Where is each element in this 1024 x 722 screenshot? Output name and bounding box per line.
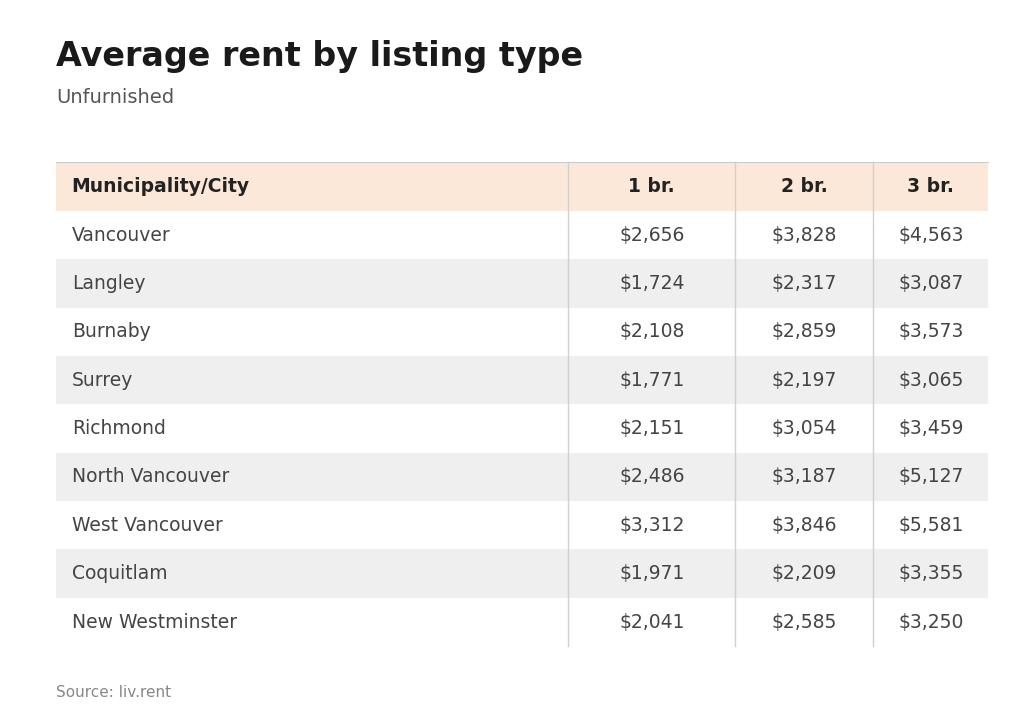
- Text: Richmond: Richmond: [72, 419, 166, 438]
- Text: $3,846: $3,846: [772, 516, 837, 535]
- Text: $2,486: $2,486: [620, 467, 684, 487]
- Text: $3,828: $3,828: [772, 225, 837, 245]
- FancyBboxPatch shape: [56, 598, 988, 646]
- FancyBboxPatch shape: [56, 404, 988, 453]
- Text: West Vancouver: West Vancouver: [72, 516, 222, 535]
- FancyBboxPatch shape: [56, 501, 988, 549]
- Text: Source: liv.rent: Source: liv.rent: [56, 685, 171, 700]
- Text: North Vancouver: North Vancouver: [72, 467, 229, 487]
- Text: $3,459: $3,459: [898, 419, 964, 438]
- FancyBboxPatch shape: [56, 259, 988, 308]
- Text: Average rent by listing type: Average rent by listing type: [56, 40, 584, 73]
- Text: Surrey: Surrey: [72, 370, 133, 390]
- FancyBboxPatch shape: [56, 453, 988, 501]
- Text: $4,563: $4,563: [898, 225, 964, 245]
- Text: $2,108: $2,108: [620, 322, 684, 342]
- Text: $3,187: $3,187: [772, 467, 837, 487]
- Text: $1,771: $1,771: [620, 370, 684, 390]
- Text: $3,312: $3,312: [620, 516, 684, 535]
- Text: Langley: Langley: [72, 274, 145, 293]
- Text: $1,724: $1,724: [620, 274, 684, 293]
- Text: Municipality/City: Municipality/City: [72, 177, 250, 196]
- Text: $3,065: $3,065: [898, 370, 964, 390]
- Text: 2 br.: 2 br.: [781, 177, 827, 196]
- Text: 3 br.: 3 br.: [907, 177, 954, 196]
- Text: $2,859: $2,859: [772, 322, 837, 342]
- Text: $2,317: $2,317: [772, 274, 837, 293]
- Text: $5,581: $5,581: [898, 516, 964, 535]
- Text: $2,656: $2,656: [620, 225, 684, 245]
- FancyBboxPatch shape: [56, 308, 988, 356]
- Text: $3,087: $3,087: [898, 274, 964, 293]
- Text: $3,250: $3,250: [898, 612, 964, 632]
- Text: $2,209: $2,209: [772, 564, 837, 583]
- Text: $2,197: $2,197: [772, 370, 837, 390]
- Text: Vancouver: Vancouver: [72, 225, 170, 245]
- Text: $5,127: $5,127: [898, 467, 964, 487]
- Text: $2,585: $2,585: [772, 612, 837, 632]
- Text: $3,573: $3,573: [898, 322, 964, 342]
- FancyBboxPatch shape: [56, 162, 988, 211]
- Text: $2,151: $2,151: [620, 419, 684, 438]
- Text: $3,054: $3,054: [772, 419, 837, 438]
- Text: Coquitlam: Coquitlam: [72, 564, 167, 583]
- Text: Burnaby: Burnaby: [72, 322, 151, 342]
- FancyBboxPatch shape: [56, 549, 988, 598]
- Text: $1,971: $1,971: [620, 564, 684, 583]
- Text: $2,041: $2,041: [620, 612, 684, 632]
- Text: Unfurnished: Unfurnished: [56, 88, 174, 107]
- FancyBboxPatch shape: [56, 356, 988, 404]
- Text: $3,355: $3,355: [898, 564, 964, 583]
- FancyBboxPatch shape: [56, 211, 988, 259]
- Text: 1 br.: 1 br.: [629, 177, 675, 196]
- Text: New Westminster: New Westminster: [72, 612, 237, 632]
